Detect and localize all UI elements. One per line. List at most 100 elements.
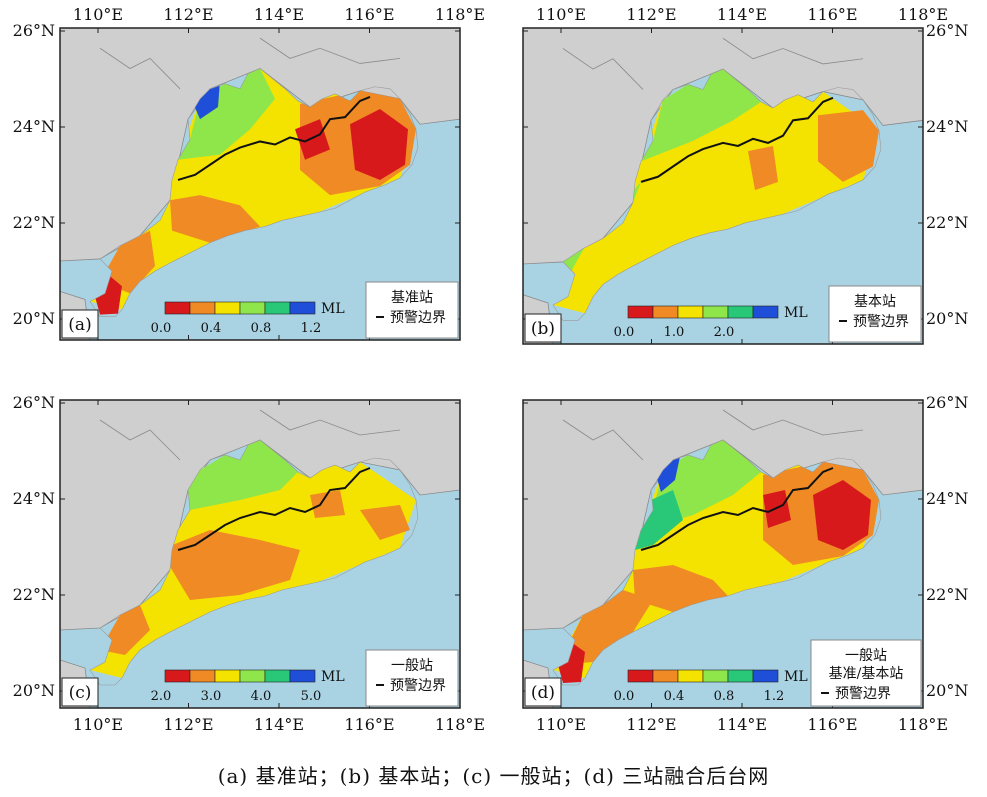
colorbar-tick: 3.0 xyxy=(201,689,222,704)
panel-label-text: (a) xyxy=(68,315,91,335)
province-border xyxy=(259,409,401,436)
lat-label: 22°N xyxy=(926,585,968,604)
colorbar-segment xyxy=(627,305,654,319)
legend-title-2: 基准/基本站 xyxy=(829,665,904,682)
colorbar: ML 0.0 0.4 0.8 1.2 xyxy=(614,669,808,704)
colorbar-tick: 1.0 xyxy=(664,325,685,340)
magnitude-field xyxy=(90,68,416,315)
lon-label: 118°E xyxy=(898,5,948,24)
map-frame xyxy=(59,399,461,709)
province-map xyxy=(89,439,419,686)
magnitude-zone xyxy=(160,530,300,600)
lon-label: 112°E xyxy=(626,5,676,24)
lat-label: 22°N xyxy=(13,213,55,232)
lat-label: 20°N xyxy=(13,681,55,700)
colorbar-tick: 1.2 xyxy=(301,321,322,336)
lon-label: 112°E xyxy=(626,715,676,734)
legend-frame xyxy=(810,639,922,707)
colorbar-tick: 5.0 xyxy=(301,689,322,704)
colorbar: ML 2.0 3.0 4.0 5.0 xyxy=(151,669,345,704)
lon-label: 116°E xyxy=(807,715,857,734)
magnitude-zone xyxy=(170,195,260,243)
legend-boundary-label: 预警边界 xyxy=(390,678,446,694)
lat-label: 24°N xyxy=(926,117,968,136)
warning-boundary-line xyxy=(177,95,371,181)
legend-title: 一般站 xyxy=(845,648,887,664)
magnitude-zone xyxy=(553,69,879,314)
colorbar-tick: 0.8 xyxy=(251,321,272,336)
magnitude-zone xyxy=(818,110,879,182)
province-border xyxy=(722,409,864,436)
panel-label: (a) xyxy=(61,309,99,339)
magnitude-field xyxy=(90,440,416,678)
colorbar-segment xyxy=(702,305,729,319)
panel-label-box xyxy=(524,313,562,343)
colorbar-segment xyxy=(239,669,266,683)
lat-label: 20°N xyxy=(13,309,55,328)
magnitude-zone xyxy=(633,565,728,612)
magnitude-field xyxy=(553,440,879,683)
legend-title: 基本站 xyxy=(854,293,896,310)
map-frame xyxy=(522,27,924,345)
warning-boundary-line xyxy=(640,467,834,551)
magnitude-zone xyxy=(748,145,778,191)
lon-label: 114°E xyxy=(717,715,767,734)
colorbar-segment xyxy=(189,301,216,315)
panel-label: (d) xyxy=(524,677,562,707)
magnitude-zone xyxy=(100,230,155,294)
panel-label-box xyxy=(61,677,99,707)
panel-label: (b) xyxy=(524,313,562,343)
province-border xyxy=(562,419,644,461)
warning-boundary-line xyxy=(640,96,834,183)
magnitude-zone xyxy=(178,68,275,160)
colorbar-segment xyxy=(677,669,704,683)
legend-boundary-label: 预警边界 xyxy=(390,310,446,326)
legend-frame xyxy=(828,285,922,343)
warning-boundary-line xyxy=(177,467,371,551)
magnitude-zone xyxy=(95,276,122,315)
lat-label: 22°N xyxy=(926,213,968,232)
colorbar-segment xyxy=(164,669,191,683)
colorbar-unit: ML xyxy=(784,305,808,321)
map-frame xyxy=(59,27,461,341)
colorbar-segment xyxy=(289,669,316,683)
colorbar-unit: ML xyxy=(784,669,808,685)
lon-label: 118°E xyxy=(435,5,485,24)
colorbar-tick: 0.4 xyxy=(664,689,685,704)
colorbar-segment xyxy=(652,305,679,319)
province-border xyxy=(562,48,644,90)
lat-label: 24°N xyxy=(13,489,55,508)
colorbar-segment xyxy=(752,669,779,683)
province-border xyxy=(99,419,181,461)
map-frame xyxy=(522,399,924,709)
colorbar-segment xyxy=(239,301,266,315)
lon-label: 112°E xyxy=(163,5,213,24)
colorbar-tick: 4.0 xyxy=(251,689,272,704)
colorbar-unit: ML xyxy=(321,669,345,685)
colorbar-tick: 0.0 xyxy=(614,689,635,704)
province-map xyxy=(552,439,882,686)
map-panel-b: 110°E 112°E 114°E 116°E 118°E26°N 24°N 22°N 20°… xyxy=(522,5,968,345)
lon-label: 118°E xyxy=(898,715,948,734)
magnitude-zone xyxy=(558,590,653,665)
province-map xyxy=(89,68,419,318)
colorbar-segment xyxy=(727,669,754,683)
lon-label: 114°E xyxy=(717,5,767,24)
lat-label: 20°N xyxy=(926,681,968,700)
province-border xyxy=(99,47,181,90)
colorbar-tick: 0.0 xyxy=(151,321,172,336)
lon-label: 114°E xyxy=(254,715,304,734)
province-border xyxy=(722,37,864,65)
lon-label: 116°E xyxy=(344,715,394,734)
lat-label: 26°N xyxy=(926,393,968,412)
legend-title: 一般站 xyxy=(391,658,433,674)
colorbar-tick: 0.0 xyxy=(614,325,635,340)
map-panel-d: 110°E 112°E 114°E 116°E 118°E 26°N 24°N 22°N 20°… xyxy=(522,393,968,734)
colorbar-segment xyxy=(702,669,729,683)
colorbar-tick: 2.0 xyxy=(714,325,735,340)
colorbar-tick: 2.0 xyxy=(151,689,172,704)
lon-label: 110°E xyxy=(73,5,123,24)
map-panel-c: 110°E 112°E 114°E 116°E 118°E 26°N 24°N 22°N 20°… xyxy=(13,393,485,734)
